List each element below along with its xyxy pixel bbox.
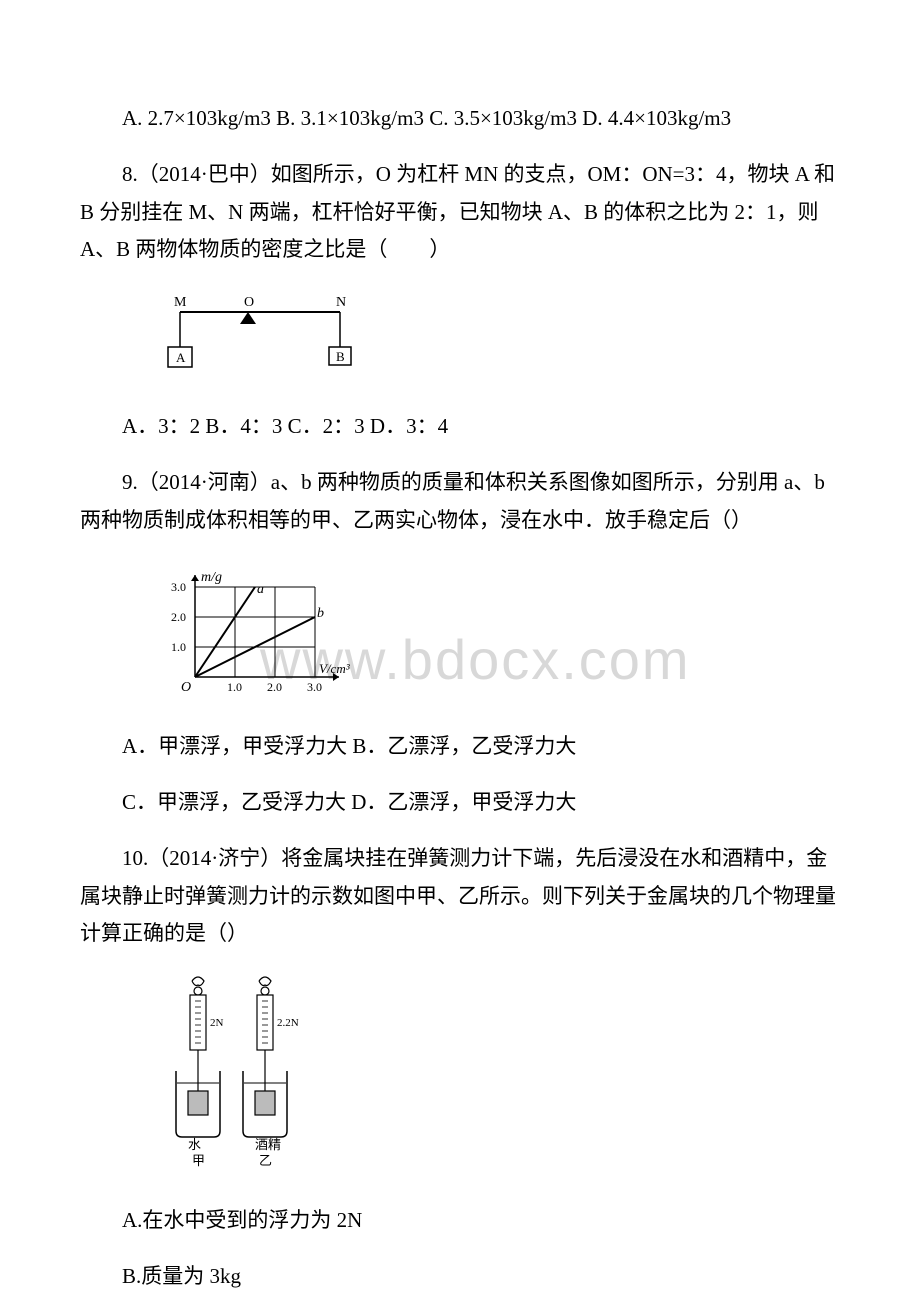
q10-figure: 2N 水甲 2.2N 酒精乙 (160, 971, 840, 1184)
svg-text:A: A (176, 350, 186, 365)
q10-option-a: A.在水中受到的浮力为 2N (80, 1202, 840, 1240)
svg-text:2.2N: 2.2N (277, 1017, 299, 1029)
svg-text:O: O (181, 680, 191, 695)
q9-text: 9.（2014·河南）a、b 两种物质的质量和体积关系图像如图所示，分别用 a、… (80, 464, 840, 540)
svg-text:2N: 2N (210, 1017, 224, 1029)
svg-text:m/g: m/g (201, 570, 222, 585)
q8-options: A．3：2 B．4：3 C．2：3 D．3：4 (80, 408, 840, 446)
svg-text:2.0: 2.0 (171, 610, 186, 624)
svg-text:V/cm³: V/cm³ (319, 661, 350, 676)
svg-text:M: M (174, 295, 187, 310)
q9-options-cd: C．甲漂浮，乙受浮力大 D．乙漂浮，甲受浮力大 (80, 784, 840, 822)
svg-text:N: N (336, 295, 346, 310)
q8-text: 8.（2014·巴中）如图所示，O 为杠杆 MN 的支点，OM：ON=3：4，物… (80, 156, 840, 269)
q10-text: 10.（2014·济宁）将金属块挂在弹簧测力计下端，先后浸没在水和酒精中，金属块… (80, 840, 840, 953)
svg-text:1.0: 1.0 (171, 640, 186, 654)
svg-text:3.0: 3.0 (307, 680, 322, 694)
svg-text:B: B (336, 349, 345, 364)
svg-text:O: O (244, 295, 254, 310)
svg-text:2.0: 2.0 (267, 680, 282, 694)
q8-figure: M O N A B (160, 287, 840, 390)
q9-figure: m/g V/cm³ a b O 1.0 2.0 3.0 1.0 2.0 3.0 (160, 557, 840, 710)
svg-text:b: b (317, 606, 324, 621)
svg-text:3.0: 3.0 (171, 580, 186, 594)
q10-option-b: B.质量为 3kg (80, 1258, 840, 1296)
svg-text:酒精: 酒精 (255, 1137, 281, 1152)
q7-options: A. 2.7×103kg/m3 B. 3.1×103kg/m3 C. 3.5×1… (80, 100, 840, 138)
svg-text:甲: 甲 (192, 1153, 205, 1168)
svg-text:a: a (257, 582, 264, 597)
svg-text:乙: 乙 (259, 1153, 272, 1168)
q9-options-ab: A．甲漂浮，甲受浮力大 B．乙漂浮，乙受浮力大 (80, 728, 840, 766)
svg-text:1.0: 1.0 (227, 680, 242, 694)
svg-text:水: 水 (188, 1137, 201, 1152)
page-content: A. 2.7×103kg/m3 B. 3.1×103kg/m3 C. 3.5×1… (80, 100, 840, 1296)
